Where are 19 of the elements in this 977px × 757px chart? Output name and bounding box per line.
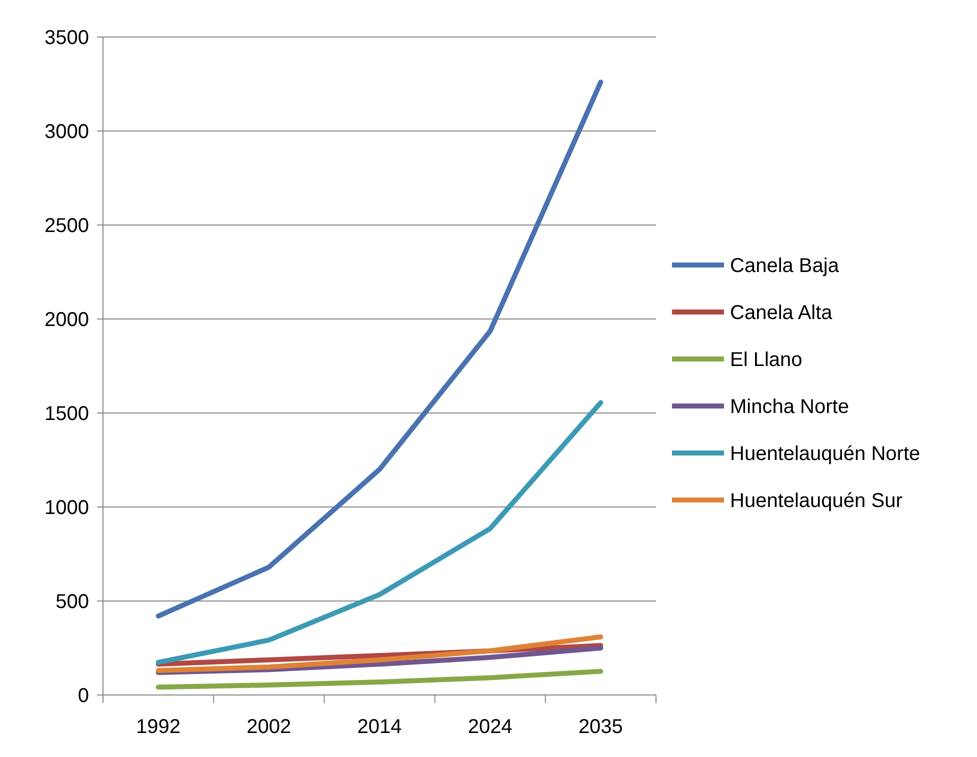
legend-label: Canela Alta xyxy=(730,302,834,324)
x-tick-label: 2024 xyxy=(468,716,512,738)
y-tick-label: 2000 xyxy=(44,309,89,331)
legend-label: Huentelauquén Norte xyxy=(730,443,920,465)
y-tick-label: 1500 xyxy=(44,403,89,425)
legend-label: Mincha Norte xyxy=(730,396,849,418)
x-tick-label: 2002 xyxy=(246,716,292,738)
y-tick-label: 0 xyxy=(78,685,89,707)
y-tick-label: 1000 xyxy=(44,497,89,519)
y-tick-label: 500 xyxy=(56,591,89,613)
y-tick-label: 2500 xyxy=(44,215,89,237)
legend-label: Canela Baja xyxy=(730,255,840,277)
x-tick-label: 2014 xyxy=(357,716,402,738)
y-tick-label: 3500 xyxy=(44,27,89,49)
y-tick-label: 3000 xyxy=(44,121,89,143)
x-tick-label: 1992 xyxy=(136,716,181,738)
legend-label: El Llano xyxy=(730,349,802,371)
legend-label: Huentelauquén Sur xyxy=(730,490,903,512)
x-tick-label: 2035 xyxy=(578,716,623,738)
